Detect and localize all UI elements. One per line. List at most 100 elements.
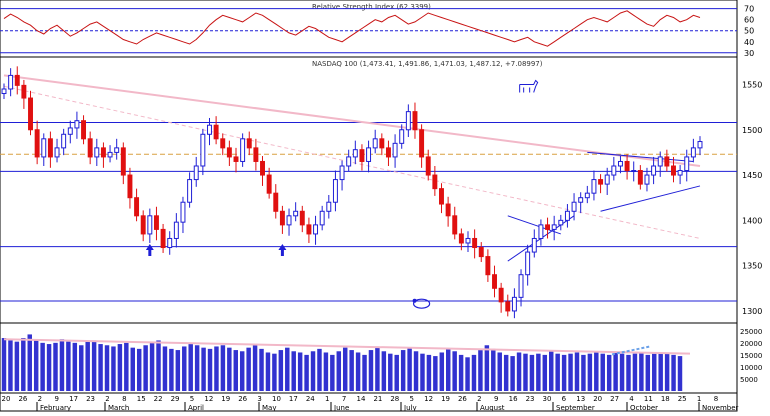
- trendline: [600, 185, 701, 212]
- x-day-tick-label: 1: [325, 395, 329, 403]
- price-ytick-label: 1350: [742, 262, 762, 271]
- volume-bar: [491, 348, 496, 391]
- volume-bar: [619, 353, 625, 391]
- volume-bar: [246, 347, 251, 391]
- volume-bar: [529, 354, 535, 391]
- volume-bar: [175, 350, 181, 391]
- candle-body: [346, 156, 352, 167]
- rsi-ytick-label: 60: [744, 16, 754, 25]
- candle-body: [127, 174, 133, 199]
- volume-bar: [542, 354, 548, 391]
- volume-bar: [671, 354, 676, 391]
- rsi-title: Relative Strength Index (62.3399): [312, 3, 431, 11]
- price-title: NASDAQ 100 (1,473.41, 1,491.86, 1,471.03…: [312, 60, 543, 68]
- candle-body: [677, 170, 683, 176]
- volume-bar: [278, 350, 284, 391]
- volume-bar: [46, 344, 52, 391]
- candle-body: [226, 147, 232, 158]
- volume-bar: [252, 345, 258, 391]
- volume-trendline: [3, 338, 691, 355]
- candle-body: [624, 160, 630, 172]
- volume-bar: [182, 346, 187, 391]
- volume-bar: [259, 348, 264, 391]
- x-month-label: April: [188, 404, 204, 412]
- volume-bar: [310, 351, 316, 391]
- rsi-ytick-label: 40: [744, 38, 754, 47]
- volume-bar: [169, 348, 174, 391]
- candle-body: [505, 301, 511, 312]
- x-month-label: May: [262, 404, 276, 412]
- volume-bar: [330, 354, 335, 391]
- price-layer: 1550 1500 1450 1400 1350 1300: [0, 66, 762, 319]
- candle-body: [260, 160, 265, 176]
- volume-bar: [465, 357, 470, 391]
- candle-body: [147, 215, 153, 235]
- volume-bar: [291, 351, 296, 391]
- x-day-tick-label: 22: [154, 395, 163, 403]
- x-day-tick-label: 3: [257, 395, 261, 403]
- volume-bar: [143, 345, 148, 391]
- x-month-label: October: [630, 404, 658, 412]
- x-day-tick-label: 9: [54, 395, 58, 403]
- candle-body: [160, 228, 166, 249]
- candle-body: [690, 147, 696, 158]
- volume-ytick-label: 20000: [740, 340, 762, 348]
- candle-body: [120, 147, 126, 176]
- candle-body: [564, 210, 570, 221]
- volume-bar: [639, 352, 644, 391]
- candle-body: [253, 147, 259, 162]
- rsi-layer: 70 60 50 40 30: [0, 5, 754, 58]
- volume-bar: [194, 345, 200, 391]
- rsi-ytick-label: 50: [744, 27, 754, 36]
- x-day-tick-label: 15: [137, 395, 146, 403]
- candle-body: [545, 224, 551, 230]
- volume-bar: [439, 352, 445, 391]
- x-day-tick-label: 17: [69, 395, 78, 403]
- candle-body: [419, 129, 425, 158]
- candle-body: [617, 160, 623, 167]
- candle-body: [372, 138, 378, 149]
- candle-body: [485, 256, 491, 276]
- x-day-tick-label: 20: [593, 395, 602, 403]
- candle-body: [339, 165, 345, 181]
- volume-bar: [33, 340, 39, 391]
- x-month-label: September: [556, 404, 595, 412]
- candle-body: [246, 138, 252, 149]
- candle-body: [525, 251, 531, 276]
- x-day-tick-label: 27: [610, 395, 619, 403]
- volume-bar: [368, 350, 374, 391]
- volume-bar: [8, 340, 13, 391]
- volume-bar: [188, 344, 193, 391]
- candle-body: [299, 210, 305, 226]
- volume-bar: [677, 356, 683, 391]
- volume-layer: 25000 20000 15000 10000 5000: [1, 328, 762, 391]
- volume-bar: [413, 351, 419, 391]
- volume-bar: [555, 353, 560, 391]
- x-day-tick-label: 11: [644, 395, 653, 403]
- candle-body: [518, 274, 524, 298]
- x-day-tick-label: 2: [38, 395, 42, 403]
- volume-bar: [503, 354, 509, 391]
- candle-body: [319, 210, 325, 226]
- volume-bar: [207, 348, 213, 391]
- volume-bar: [362, 354, 367, 391]
- price-panel-frame: [0, 56, 738, 324]
- price-ytick-label: 1300: [742, 307, 762, 316]
- volume-bar: [117, 344, 123, 391]
- volume-bar: [297, 352, 303, 391]
- candle-body: [511, 296, 517, 312]
- volume-bar: [66, 341, 71, 391]
- trendline: [3, 74, 701, 167]
- xaxis-layer: 20 26 2 9 17 23 2 8 15 22 29 5 12 19 26 3 10 17 24 1 7 14 21 28…: [2, 395, 739, 412]
- candle-body: [405, 111, 411, 131]
- volume-trendline-blue: [611, 345, 651, 356]
- candle-body: [492, 274, 497, 289]
- candle-body: [193, 165, 199, 181]
- candle-body: [74, 120, 80, 129]
- up-arrow-icon: [145, 244, 154, 256]
- volume-bar: [85, 341, 90, 391]
- candle-body: [153, 215, 159, 230]
- up-arrow-icon: [278, 244, 287, 256]
- x-day-tick-label: 14: [357, 395, 366, 403]
